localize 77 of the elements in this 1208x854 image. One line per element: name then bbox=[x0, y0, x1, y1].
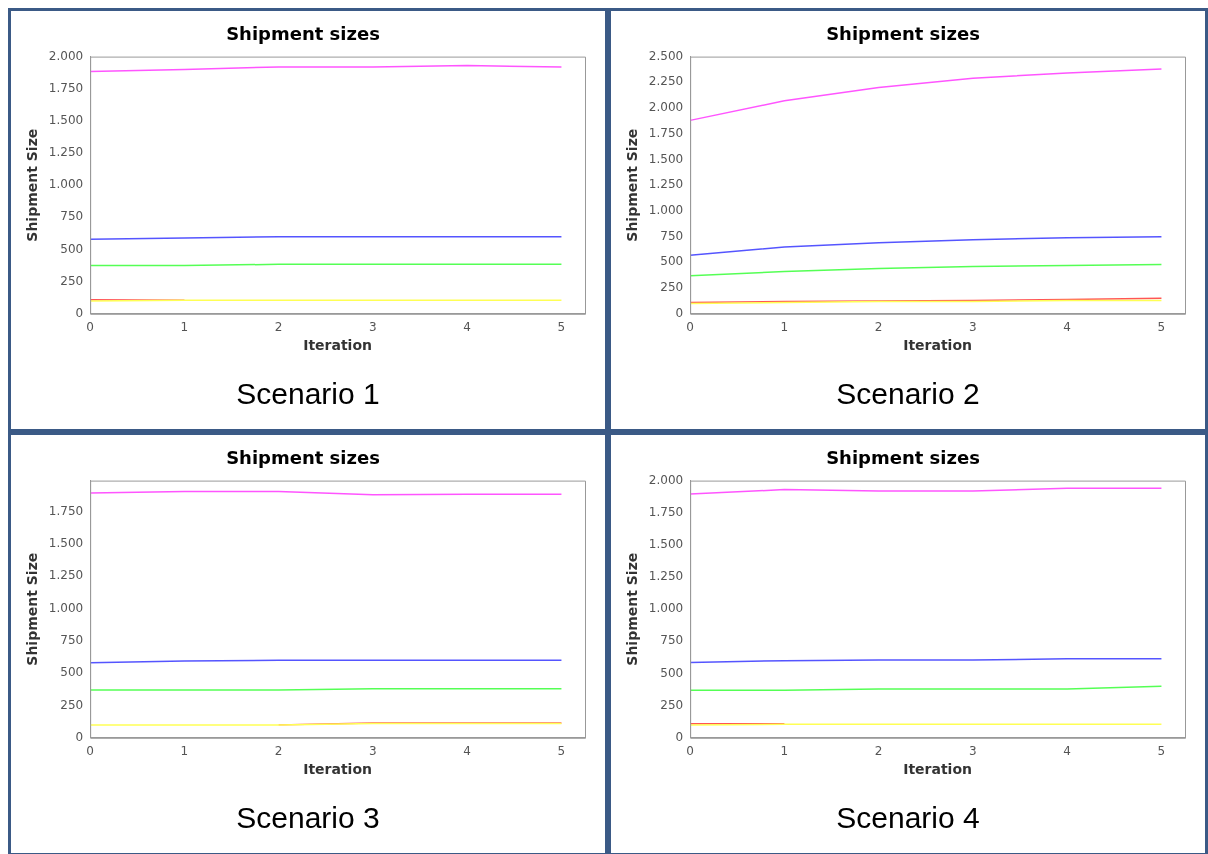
x-tick-label: 0 bbox=[86, 320, 94, 335]
y-tick-label: 500 bbox=[660, 665, 684, 680]
y-tick-label: 250 bbox=[660, 697, 684, 712]
y-tick-label: 1.000 bbox=[48, 177, 84, 192]
x-tick-label: 0 bbox=[686, 744, 694, 759]
y-tick-label: 1.750 bbox=[648, 504, 684, 519]
y-tick-label: 1.750 bbox=[648, 125, 684, 140]
x-axis-title: Iteration bbox=[303, 761, 372, 778]
y-tick-label: 1.250 bbox=[48, 145, 84, 160]
x-axis-title: Iteration bbox=[303, 337, 372, 354]
x-tick-label: 5 bbox=[557, 744, 566, 759]
text: Scenario 3 bbox=[235, 801, 381, 835]
text: Scenario 2 bbox=[835, 377, 981, 411]
x-tick-label: 3 bbox=[369, 744, 377, 759]
y-tick-label: 2.000 bbox=[648, 100, 684, 115]
y-tick-label: 1.500 bbox=[48, 113, 84, 128]
x-tick-label: 4 bbox=[1063, 744, 1071, 759]
y-tick-label: 500 bbox=[60, 665, 84, 680]
y-tick-label: 1.500 bbox=[648, 537, 684, 552]
x-tick-label: 2 bbox=[874, 320, 883, 335]
y-tick-label: 1.750 bbox=[48, 503, 84, 518]
y-tick-label: 2.250 bbox=[648, 74, 684, 89]
x-tick-label: 5 bbox=[1157, 320, 1166, 335]
chart-title: Shipment sizes bbox=[826, 23, 980, 45]
y-tick-label: 0 bbox=[675, 729, 684, 744]
y-tick-label: 1.250 bbox=[648, 177, 684, 192]
x-axis-title: Iteration bbox=[903, 337, 972, 354]
y-axis-title: Shipment Size bbox=[624, 552, 641, 666]
x-tick-label: 1 bbox=[780, 320, 789, 335]
y-tick-label: 1.500 bbox=[48, 536, 84, 551]
chart-title: Shipment sizes bbox=[226, 447, 380, 469]
y-axis-title: Shipment Size bbox=[24, 552, 41, 666]
x-tick-label: 5 bbox=[557, 320, 566, 335]
x-tick-label: 4 bbox=[1063, 320, 1071, 335]
y-tick-label: 250 bbox=[60, 273, 84, 288]
x-axis-title: Iteration bbox=[903, 761, 972, 778]
y-tick-label: 0 bbox=[75, 729, 84, 744]
y-tick-label: 500 bbox=[60, 241, 84, 256]
x-tick-label: 3 bbox=[369, 320, 377, 335]
y-tick-label: 2.500 bbox=[648, 48, 684, 63]
y-tick-label: 0 bbox=[75, 305, 84, 320]
chart-title: Shipment sizes bbox=[826, 447, 980, 469]
y-tick-label: 1.000 bbox=[648, 203, 684, 218]
x-tick-label: 1 bbox=[780, 744, 789, 759]
x-tick-label: 3 bbox=[969, 744, 977, 759]
y-tick-label: 1.000 bbox=[648, 601, 684, 616]
x-tick-label: 4 bbox=[463, 744, 471, 759]
y-tick-label: 1.750 bbox=[48, 80, 84, 95]
y-tick-label: 2.000 bbox=[48, 48, 84, 63]
y-tick-label: 500 bbox=[660, 254, 684, 269]
x-tick-label: 2 bbox=[274, 320, 283, 335]
y-tick-label: 750 bbox=[60, 209, 84, 224]
x-tick-label: 5 bbox=[1157, 744, 1166, 759]
y-tick-label: 250 bbox=[60, 697, 84, 712]
y-tick-label: 750 bbox=[60, 632, 84, 647]
y-tick-label: 1.000 bbox=[48, 600, 84, 615]
x-tick-label: 2 bbox=[874, 744, 883, 759]
x-tick-label: 1 bbox=[180, 320, 189, 335]
y-axis-title: Shipment Size bbox=[24, 128, 41, 242]
y-tick-label: 750 bbox=[660, 228, 684, 243]
y-tick-label: 0 bbox=[675, 305, 684, 320]
x-tick-label: 4 bbox=[463, 320, 471, 335]
y-tick-label: 1.250 bbox=[648, 569, 684, 584]
x-tick-label: 3 bbox=[969, 320, 977, 335]
y-axis-title: Shipment Size bbox=[624, 128, 641, 242]
x-tick-label: 0 bbox=[86, 744, 94, 759]
y-tick-label: 1.250 bbox=[48, 568, 84, 583]
chart-title: Shipment sizes bbox=[226, 23, 380, 45]
y-tick-label: 1.500 bbox=[648, 151, 684, 166]
y-tick-label: 750 bbox=[660, 633, 684, 648]
text: Scenario 4 bbox=[835, 801, 981, 835]
x-tick-label: 2 bbox=[274, 744, 283, 759]
y-tick-label: 250 bbox=[660, 280, 684, 295]
y-tick-label: 2.000 bbox=[648, 472, 684, 487]
x-tick-label: 0 bbox=[686, 320, 694, 335]
x-tick-label: 1 bbox=[180, 744, 189, 759]
text: Scenario 1 bbox=[235, 377, 381, 411]
